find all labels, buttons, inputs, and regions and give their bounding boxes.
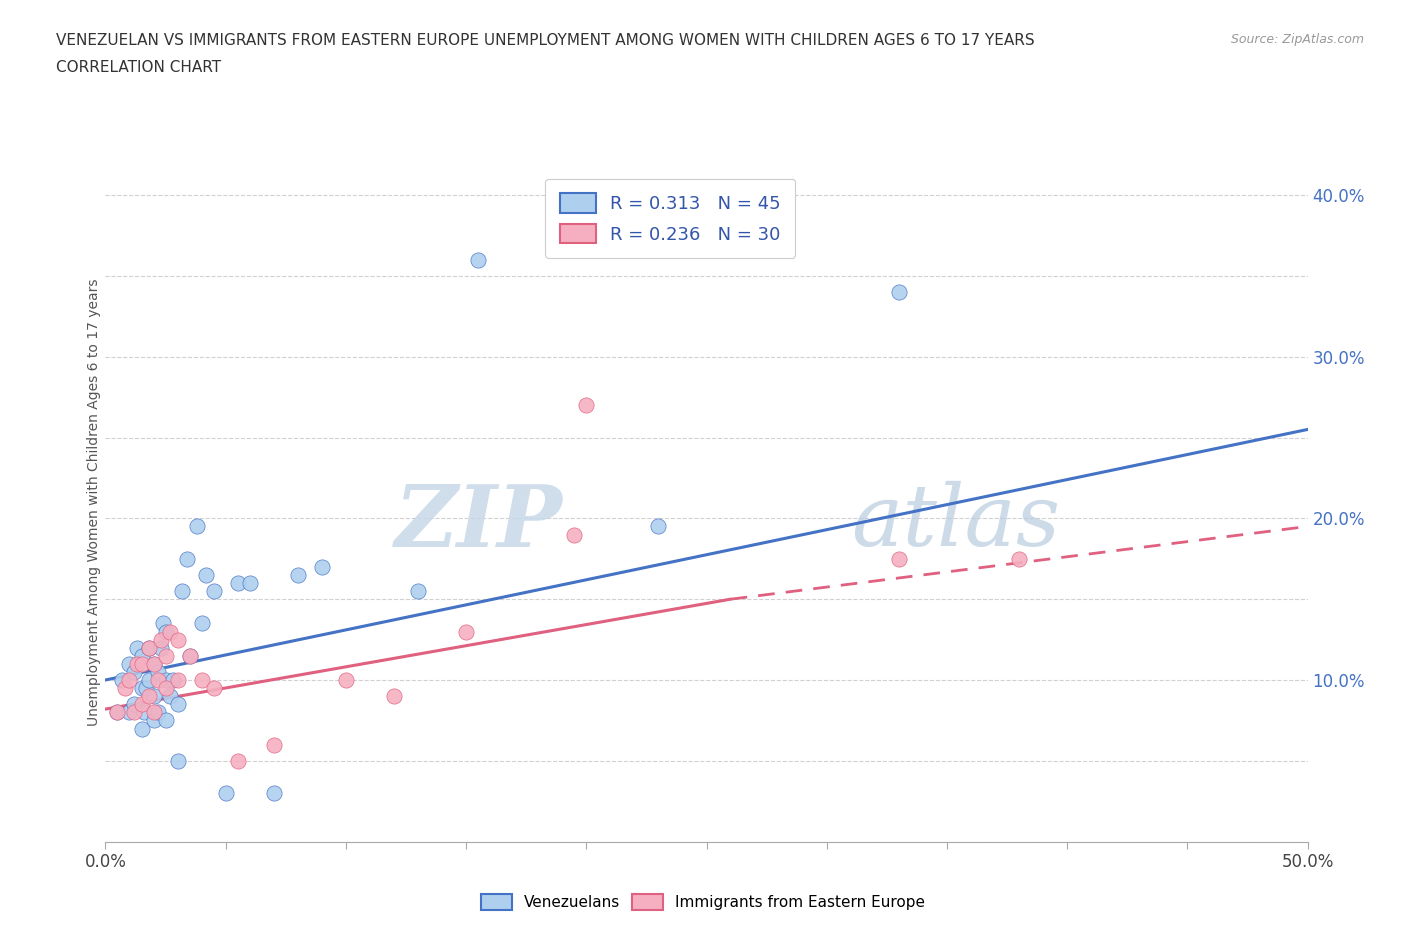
Point: [155, 648, 177, 663]
Point: [166, 753, 188, 768]
Point: [111, 672, 134, 687]
Legend: Venezuelans, Immigrants from Eastern Europe: Venezuelans, Immigrants from Eastern Eur…: [474, 886, 932, 918]
Point: [131, 721, 153, 736]
Point: [125, 657, 148, 671]
Point: [166, 672, 188, 687]
Point: [148, 672, 170, 687]
Point: [131, 681, 153, 696]
Text: ZIP: ZIP: [395, 481, 562, 565]
Point: [118, 672, 141, 687]
Point: [467, 252, 489, 267]
Point: [148, 705, 170, 720]
Text: atlas: atlas: [851, 481, 1060, 564]
Point: [166, 697, 188, 711]
Point: [166, 632, 188, 647]
Point: [138, 689, 160, 704]
Point: [142, 713, 165, 728]
Point: [155, 672, 177, 687]
Point: [131, 648, 153, 663]
Point: [155, 624, 177, 639]
Point: [172, 584, 194, 599]
Point: [190, 616, 212, 631]
Point: [124, 697, 146, 711]
Point: [155, 713, 177, 728]
Point: [152, 616, 174, 631]
Point: [159, 689, 181, 704]
Point: [562, 527, 585, 542]
Point: [190, 672, 212, 687]
Point: [149, 640, 172, 655]
Point: [149, 632, 172, 647]
Text: Source: ZipAtlas.com: Source: ZipAtlas.com: [1230, 33, 1364, 46]
Point: [125, 640, 148, 655]
Point: [647, 519, 669, 534]
Point: [159, 624, 181, 639]
Text: CORRELATION CHART: CORRELATION CHART: [56, 60, 221, 75]
Point: [186, 519, 208, 534]
Point: [263, 737, 285, 752]
Point: [311, 560, 333, 575]
Point: [202, 584, 225, 599]
Point: [179, 648, 201, 663]
Point: [575, 398, 598, 413]
Point: [155, 681, 177, 696]
Point: [142, 657, 165, 671]
Point: [887, 551, 910, 566]
Point: [124, 665, 146, 680]
Point: [382, 689, 405, 704]
Point: [124, 705, 146, 720]
Point: [131, 697, 153, 711]
Point: [263, 786, 285, 801]
Point: [148, 665, 170, 680]
Point: [887, 285, 910, 299]
Point: [138, 672, 160, 687]
Point: [179, 648, 201, 663]
Point: [214, 786, 236, 801]
Point: [114, 681, 136, 696]
Point: [176, 551, 198, 566]
Point: [135, 681, 157, 696]
Text: VENEZUELAN VS IMMIGRANTS FROM EASTERN EUROPE UNEMPLOYMENT AMONG WOMEN WITH CHILD: VENEZUELAN VS IMMIGRANTS FROM EASTERN EU…: [56, 33, 1035, 47]
Point: [195, 567, 218, 582]
Point: [118, 705, 141, 720]
Point: [142, 705, 165, 720]
Point: [118, 657, 141, 671]
Point: [1008, 551, 1031, 566]
Point: [162, 672, 184, 687]
Point: [132, 705, 155, 720]
Point: [138, 640, 160, 655]
Point: [138, 640, 160, 655]
Point: [131, 657, 153, 671]
Point: [107, 705, 129, 720]
Point: [226, 753, 249, 768]
Point: [454, 624, 477, 639]
Point: [226, 576, 249, 591]
Point: [239, 576, 262, 591]
Point: [202, 681, 225, 696]
Y-axis label: Unemployment Among Women with Children Ages 6 to 17 years: Unemployment Among Women with Children A…: [87, 278, 101, 726]
Point: [287, 567, 309, 582]
Legend: R = 0.313   N = 45, R = 0.236   N = 30: R = 0.313 N = 45, R = 0.236 N = 30: [546, 179, 796, 258]
Point: [142, 689, 165, 704]
Point: [142, 657, 165, 671]
Point: [335, 672, 357, 687]
Point: [107, 705, 129, 720]
Point: [406, 584, 429, 599]
